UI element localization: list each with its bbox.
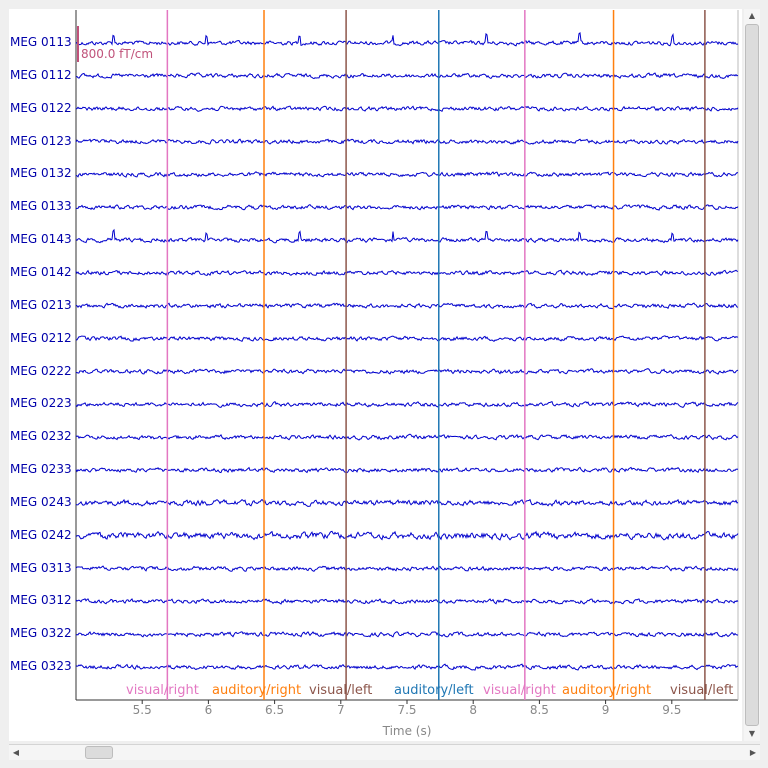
x-tick-label: 7 — [336, 703, 345, 717]
channel-trace[interactable] — [75, 335, 739, 342]
channel-label[interactable]: MEG 0133 — [10, 199, 72, 214]
channel-trace[interactable] — [75, 72, 739, 80]
plot-area[interactable] — [9, 9, 742, 741]
channel-label[interactable]: MEG 0223 — [10, 396, 72, 411]
channel-trace[interactable] — [75, 663, 739, 671]
x-tick-label: 8.5 — [529, 703, 549, 717]
event-label: visual/right — [483, 683, 556, 698]
channel-label[interactable]: MEG 0212 — [10, 330, 72, 345]
event-label: visual/left — [309, 683, 373, 698]
channel-label[interactable]: MEG 0322 — [10, 626, 72, 641]
scroll-down-arrow-icon[interactable]: ▼ — [748, 729, 756, 738]
scale-bar-label: 800.0 fT/cm — [81, 47, 154, 61]
x-tick-label: 7.5 — [397, 703, 417, 717]
channel-trace[interactable] — [75, 31, 739, 47]
channel-label[interactable]: MEG 0243 — [10, 494, 72, 509]
scroll-left-arrow-icon[interactable]: ◀ — [12, 748, 20, 757]
channel-trace[interactable] — [75, 565, 739, 572]
channel-trace[interactable] — [75, 138, 739, 145]
channel-trace[interactable] — [75, 530, 739, 541]
channel-trace[interactable] — [75, 269, 739, 277]
event-label: auditory/right — [562, 683, 652, 698]
channel-label[interactable]: MEG 0123 — [10, 133, 72, 148]
channel-trace[interactable] — [75, 302, 739, 310]
channel-label[interactable]: MEG 0313 — [10, 560, 72, 575]
channel-trace[interactable] — [75, 368, 739, 375]
channel-trace[interactable] — [75, 466, 739, 474]
scroll-up-arrow-icon[interactable]: ▲ — [748, 11, 756, 20]
vertical-scrollbar[interactable]: ▲ ▼ — [744, 9, 760, 741]
channel-label[interactable]: MEG 0312 — [10, 593, 72, 608]
channel-label[interactable]: MEG 0213 — [10, 297, 72, 312]
x-axis-label: Time (s) — [382, 724, 432, 738]
channel-trace[interactable] — [75, 498, 739, 508]
x-tick-label: 6 — [204, 703, 213, 717]
horizontal-scrollbar[interactable]: ◀ ▶ — [9, 744, 760, 760]
event-label: visual/right — [126, 683, 199, 698]
channel-trace[interactable] — [75, 631, 739, 638]
traces-canvas[interactable] — [9, 9, 742, 741]
channel-trace[interactable] — [75, 400, 739, 408]
channel-trace[interactable] — [75, 171, 739, 178]
x-tick-label: 9 — [601, 703, 610, 717]
channel-label[interactable]: MEG 0113 — [10, 35, 72, 49]
channel-label[interactable]: MEG 0122 — [10, 100, 72, 115]
channel-label[interactable]: MEG 0132 — [10, 166, 72, 181]
channel-label[interactable]: MEG 0323 — [10, 659, 72, 674]
x-tick-label: 9.5 — [662, 703, 682, 717]
event-label: auditory/left — [394, 683, 474, 698]
channel-trace[interactable] — [75, 203, 739, 211]
channel-trace[interactable] — [75, 598, 739, 605]
x-tick-label: 5.5 — [132, 703, 152, 717]
channel-label[interactable]: MEG 0222 — [10, 363, 72, 378]
scroll-right-arrow-icon[interactable]: ▶ — [749, 748, 757, 757]
x-tick-label: 6.5 — [265, 703, 285, 717]
event-label: auditory/right — [212, 683, 302, 698]
channel-label[interactable]: MEG 0233 — [10, 462, 72, 477]
vertical-scroll-thumb[interactable] — [745, 24, 759, 726]
horizontal-scroll-thumb[interactable] — [85, 746, 113, 759]
channel-trace[interactable] — [75, 433, 739, 441]
channel-trace[interactable] — [75, 228, 739, 244]
channel-label[interactable]: MEG 0143 — [10, 232, 72, 247]
channel-trace[interactable] — [75, 105, 739, 113]
channel-label[interactable]: MEG 0232 — [10, 429, 72, 444]
event-label: visual/left — [670, 683, 734, 698]
x-tick-label: 8 — [469, 703, 478, 717]
channel-label[interactable]: MEG 0242 — [10, 527, 72, 542]
channel-label[interactable]: MEG 0142 — [10, 264, 72, 279]
channel-label[interactable]: MEG 0112 — [10, 67, 72, 82]
